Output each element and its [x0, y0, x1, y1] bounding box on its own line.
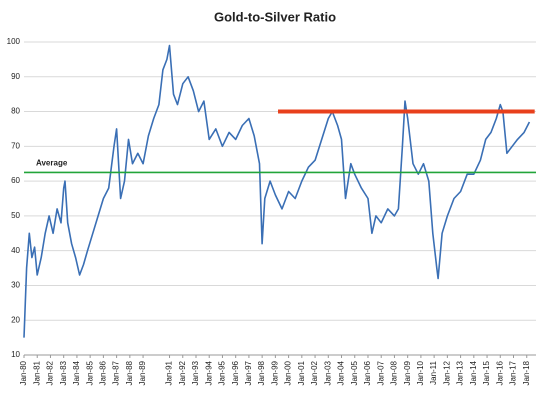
- y-tick-label: 60: [11, 176, 20, 185]
- y-tick-label: 20: [11, 315, 20, 324]
- x-tick-label: Jan-18: [522, 360, 531, 385]
- x-tick-label: Jan-14: [469, 360, 478, 385]
- reference-label: Average: [36, 159, 68, 168]
- x-tick-label: Jan-13: [456, 360, 465, 385]
- x-tick-label: Jan-83: [59, 360, 68, 385]
- x-tick-label: Jan-00: [284, 360, 293, 385]
- x-tick-label: Jan-87: [112, 360, 121, 385]
- x-tick-label: Jan-98: [257, 360, 266, 385]
- y-tick-label: 30: [11, 281, 20, 290]
- y-tick-label: 70: [11, 141, 20, 150]
- x-tick-label: Jan-89: [138, 360, 147, 385]
- y-tick-label: 100: [7, 37, 21, 46]
- x-tick-label: Jan-02: [310, 360, 319, 385]
- x-tick-label: Jan-80: [19, 360, 28, 385]
- x-tick-label: Jan-81: [32, 360, 41, 385]
- x-tick-label: Jan-82: [46, 360, 55, 385]
- x-tick-label: Jan-84: [72, 360, 81, 385]
- x-tick-label: Jan-85: [85, 360, 94, 385]
- x-tick-label: Jan-04: [337, 360, 346, 385]
- x-tick-label: Jan-91: [165, 360, 174, 385]
- x-tick-label: Jan-10: [416, 360, 425, 385]
- x-tick-label: Jan-01: [297, 360, 306, 385]
- x-tick-label: Jan-16: [495, 360, 504, 385]
- x-tick-label: Jan-99: [270, 360, 279, 385]
- y-tick-label: 90: [11, 72, 20, 81]
- x-tick-label: Jan-93: [191, 360, 200, 385]
- x-tick-label: Jan-96: [231, 360, 240, 385]
- x-tick-label: Jan-88: [125, 360, 134, 385]
- x-tick-label: Jan-86: [98, 360, 107, 385]
- x-tick-label: Jan-05: [350, 360, 359, 385]
- x-tick-label: Jan-15: [482, 360, 491, 385]
- y-tick-label: 40: [11, 246, 20, 255]
- chart-title: Gold-to-Silver Ratio: [214, 9, 336, 24]
- x-tick-label: Jan-03: [323, 360, 332, 385]
- x-tick-label: Jan-08: [390, 360, 399, 385]
- x-tick-label: Jan-09: [403, 360, 412, 385]
- x-tick-label: Jan-11: [429, 360, 438, 384]
- x-tick-label: Jan-92: [178, 360, 187, 385]
- data-line: [23, 44, 531, 338]
- x-tick-label: Jan-06: [363, 360, 372, 385]
- x-tick-label: Jan-97: [244, 360, 253, 385]
- y-tick-label: 80: [11, 107, 20, 116]
- x-tick-label: Jan-12: [442, 360, 451, 385]
- x-tick-label: Jan-17: [509, 360, 518, 385]
- x-tick-label: Jan-07: [376, 360, 385, 385]
- x-tick-label: Jan-94: [204, 360, 213, 385]
- x-tick-label: Jan-95: [218, 360, 227, 385]
- y-tick-label: 50: [11, 211, 20, 220]
- y-tick-label: 10: [11, 350, 20, 359]
